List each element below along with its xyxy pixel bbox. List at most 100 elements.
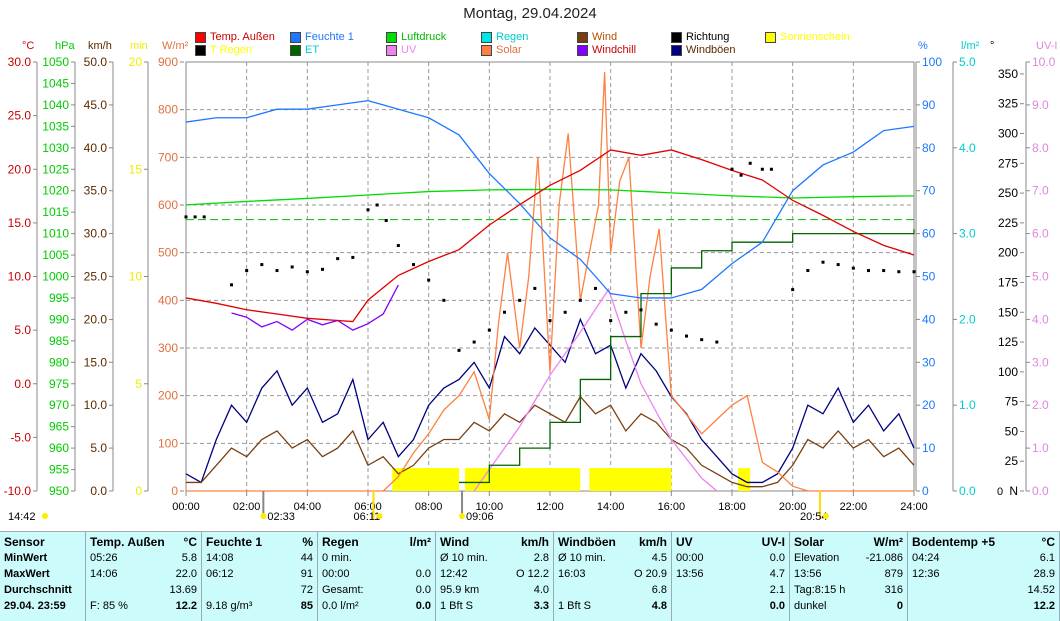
- legend-item: T Regen: [195, 44, 252, 56]
- stats-cell: Tag:8:15 h: [794, 584, 846, 596]
- axis-tick-label: 955: [49, 463, 69, 477]
- direction-point: [442, 298, 446, 302]
- stats-cell: 0.0: [415, 568, 431, 580]
- axis-tick-label: 5: [135, 377, 142, 391]
- stats-row: Regen l/m²: [322, 534, 431, 550]
- legend-item: Luftdruck: [386, 31, 446, 43]
- stats-row: 05:26 5.8: [90, 550, 197, 566]
- legend-swatch: [481, 44, 492, 56]
- axis-tick-label: 1.0: [959, 398, 976, 412]
- stats-cell: O 12.2: [515, 568, 549, 580]
- axis-tick-label: 995: [49, 291, 69, 305]
- axis-tick-label: 1020: [42, 184, 69, 198]
- series-feuchte-1: [185, 99, 915, 299]
- axis-unit-uv: UV-I: [1036, 40, 1057, 52]
- axis-tick-label: 3.0: [959, 227, 976, 241]
- legend-item: Feuchte 1: [290, 31, 354, 43]
- axis-tick-label: 0: [135, 484, 142, 498]
- sunshine-bar: [738, 468, 751, 491]
- legend-swatch: [290, 44, 301, 56]
- axis-tick-label: 60: [922, 227, 936, 241]
- stats-row: Sensor: [4, 534, 81, 550]
- legend-label: Luftdruck: [401, 31, 447, 43]
- legend-item: Solar: [481, 44, 522, 56]
- stats-row: 72: [206, 582, 313, 598]
- direction-point: [351, 255, 355, 259]
- legend-label: T Regen: [210, 44, 252, 56]
- axis-tick-label: 800: [158, 103, 178, 117]
- x-tick-label: 24:00: [900, 501, 928, 513]
- legend-label: Richtung: [686, 31, 730, 43]
- axis-tick-label: 4.0: [959, 141, 976, 155]
- stats-row: Feuchte 1%: [206, 534, 313, 550]
- stats-cell: Gesamt:: [322, 584, 364, 596]
- stats-cell: 13.69: [169, 584, 197, 596]
- stats-cell: km/h: [520, 535, 549, 549]
- direction-point: [624, 310, 628, 314]
- axis-tick-label: 975: [49, 377, 69, 391]
- legend-label: Feuchte 1: [305, 31, 354, 43]
- x-tick-label: 10:00: [476, 501, 504, 513]
- axis-tick-label: 8.0: [1032, 141, 1049, 155]
- direction-point: [760, 167, 764, 171]
- axis-tick-label: 0.0: [959, 484, 976, 498]
- legend-label: Sonnenschein: [780, 31, 850, 43]
- axis-tick-label: 2.0: [1032, 398, 1049, 412]
- stats-row: 1 Bft S 4.8: [558, 598, 667, 614]
- axis-tick-label: 10: [129, 270, 143, 284]
- direction-point: [548, 319, 552, 323]
- axis-tick-label: 90: [922, 98, 936, 112]
- axis-tick-label: 15: [129, 162, 143, 176]
- axis-tick-label: 20.0: [8, 162, 32, 176]
- series-temp-außen: [185, 149, 915, 323]
- stats-cell: l/m²: [409, 535, 431, 549]
- axis-tick-label: -5.0: [10, 430, 31, 444]
- axis-tick-label: N: [1009, 484, 1018, 498]
- axis-tick-label: 960: [49, 441, 69, 455]
- stats-cell: MinWert: [4, 552, 48, 564]
- direction-point: [748, 161, 752, 165]
- stats-table: Sensor MinWert MaxWert Durchschnitt 29.04. 2…: [0, 531, 1060, 621]
- direction-point: [806, 269, 810, 273]
- stats-cell: 0.0: [769, 552, 785, 564]
- direction-point: [700, 338, 704, 342]
- axis-tick-label: 5.0: [90, 441, 107, 455]
- stats-row: 2.1: [676, 582, 785, 598]
- axis-tick-label: 10.0: [8, 270, 32, 284]
- stats-column: Regen l/m² 0 min. 00:00 0.0 Gesamt: 0.0 0.0 l/m…: [318, 532, 436, 621]
- axis-unit-wind: km/h: [88, 40, 112, 52]
- stats-cell: 0.0 l/m²: [322, 600, 359, 612]
- axis-tick-label: 300: [998, 127, 1018, 141]
- direction-point: [739, 173, 743, 177]
- axis-tick-label: 100: [998, 365, 1018, 379]
- axis-tick-label: 10.0: [84, 398, 108, 412]
- stats-row: dunkel 0: [794, 598, 903, 614]
- moon-up-icon: [42, 513, 48, 519]
- axis-tick-label: 150: [998, 305, 1018, 319]
- axis-tick-label: 980: [49, 355, 69, 369]
- axis-tick-label: 50.0: [84, 55, 108, 69]
- stats-cell: 0.0: [769, 600, 785, 612]
- stats-cell: 879: [884, 568, 903, 580]
- stats-column: Sensor MinWert MaxWert Durchschnitt 29.04. 2…: [0, 532, 86, 621]
- axis-tick-label: 100: [922, 55, 942, 69]
- axis-tick-label: 1030: [42, 141, 69, 155]
- axis-tick-label: 2.0: [959, 312, 976, 326]
- direction-point: [260, 263, 264, 267]
- axis-tick-label: 35.0: [84, 184, 108, 198]
- stats-cell: 28.9: [1033, 568, 1055, 580]
- axis-unit-pressure: hPa: [55, 40, 75, 52]
- stats-row: Ø 10 min. 2.8: [440, 550, 549, 566]
- stats-row: 0 min.: [322, 550, 431, 566]
- direction-point: [412, 263, 415, 267]
- stats-cell: 06:12: [206, 568, 234, 580]
- legend-label: Windböen: [686, 44, 736, 56]
- stats-row: 00:00 0.0: [676, 550, 785, 566]
- stats-row: 12:42 O 12.2: [440, 566, 549, 582]
- stats-cell: 0 min.: [322, 552, 352, 564]
- axis-unit-temp: °C: [22, 40, 34, 52]
- moon-set-icon: [459, 513, 466, 519]
- direction-point: [290, 265, 294, 269]
- axis-tick-label: 75: [1005, 395, 1019, 409]
- stats-cell: -21.086: [865, 552, 903, 564]
